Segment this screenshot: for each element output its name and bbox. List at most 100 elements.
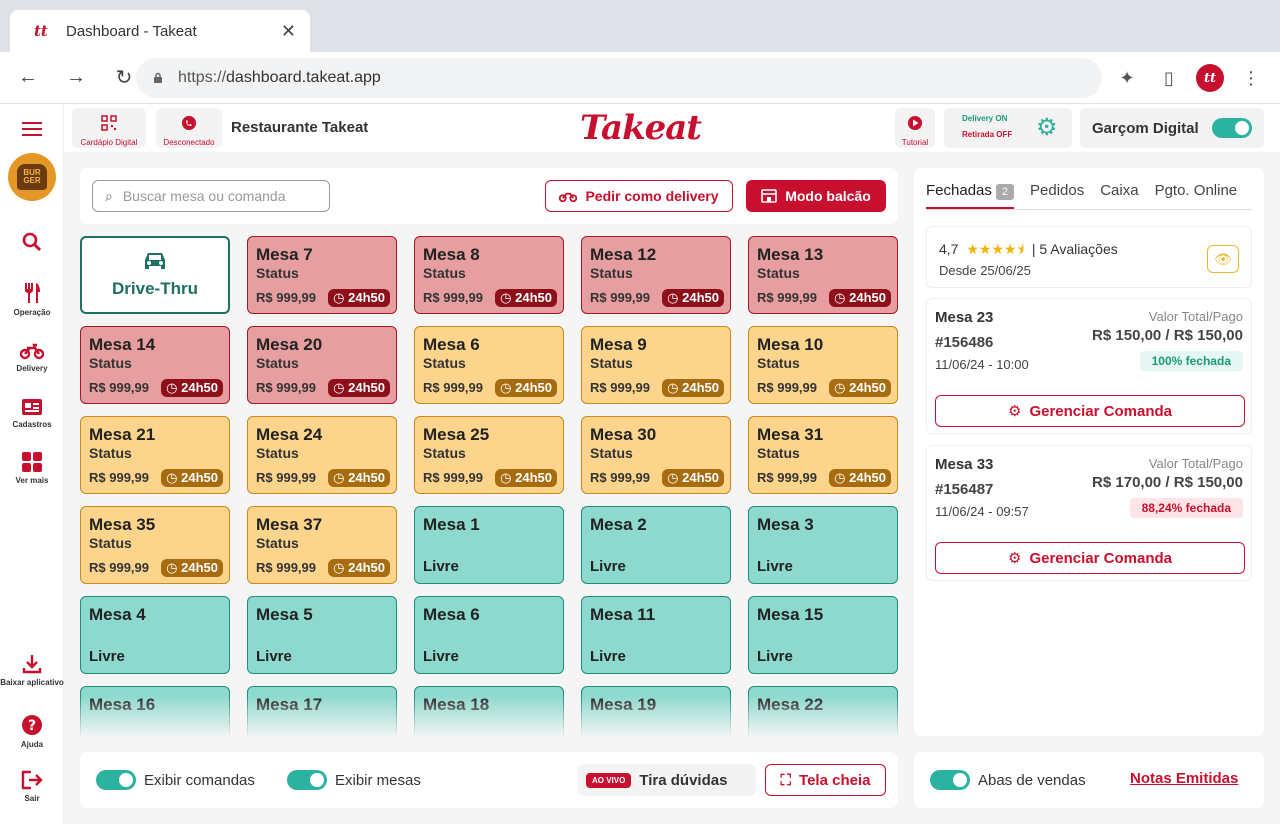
table-card[interactable]: Mesa 30 Status R$ 999,99 ◷ 24h50 (581, 416, 731, 494)
table-card[interactable]: Mesa 16Livre (80, 686, 230, 736)
table-card[interactable]: Mesa 2 Livre (581, 506, 731, 584)
table-card[interactable]: Mesa 7 Status R$ 999,99 ◷ 24h50 (247, 236, 397, 314)
table-price: R$ 999,99 (423, 380, 483, 395)
whatsapp-status-button[interactable]: Desconectado (156, 108, 222, 148)
rating-card: 4,7 ★★★★⯨ | 5 Avaliações Desde 25/06/25 … (926, 226, 1252, 288)
tables-grid: Drive-Thru Mesa 7 Status R$ 999,99 ◷ 24h50 M… (80, 236, 898, 736)
reload-icon[interactable]: ↻ (115, 67, 133, 89)
table-card[interactable]: Mesa 4 Livre (80, 596, 230, 674)
table-card[interactable]: Mesa 10 Status R$ 999,99 ◷ 24h50 (748, 326, 898, 404)
tutorial-button[interactable]: Tutorial (895, 108, 935, 148)
search-icon (22, 232, 42, 252)
table-name: Mesa 31 (757, 425, 824, 444)
svg-text:?: ? (28, 718, 36, 734)
reviews-count: | 5 Avaliações (1031, 241, 1118, 257)
table-name: Mesa 35 (89, 515, 156, 534)
table-card[interactable]: Mesa 24 Status R$ 999,99 ◷ 24h50 (247, 416, 397, 494)
modo-balcao-button[interactable]: Modo balcão (746, 180, 886, 212)
nav-ajuda[interactable]: ? Ajuda (0, 714, 64, 749)
table-card[interactable]: Mesa 22Livre (748, 686, 898, 736)
table-card[interactable]: Mesa 5 Livre (247, 596, 397, 674)
clock-icon: ◷ (667, 290, 683, 305)
nav-search[interactable] (0, 232, 64, 252)
table-free-label: Livre (590, 648, 626, 665)
hamburger-icon[interactable] (22, 122, 42, 136)
table-card[interactable]: Mesa 8 Status R$ 999,99 ◷ 24h50 (414, 236, 564, 314)
menu-kebab-icon[interactable]: ⋮ (1242, 67, 1260, 88)
tira-duvidas-button[interactable]: AO VIVO Tira dúvidas (578, 764, 756, 796)
download-icon (22, 655, 42, 674)
table-card[interactable]: Mesa 20 Status R$ 999,99 ◷ 24h50 (247, 326, 397, 404)
id-card-icon (22, 399, 42, 415)
tab-pedidos[interactable]: Pedidos (1030, 182, 1085, 199)
table-card[interactable]: Mesa 12 Status R$ 999,99 ◷ 24h50 (581, 236, 731, 314)
profile-avatar[interactable]: tt (1196, 64, 1224, 92)
table-price: R$ 999,99 (590, 470, 650, 485)
table-name: Mesa 19 (590, 695, 657, 714)
table-card[interactable]: Mesa 9 Status R$ 999,99 ◷ 24h50 (581, 326, 731, 404)
nav-sair[interactable]: Sair (0, 770, 64, 803)
table-card[interactable]: Mesa 21 Status R$ 999,99 ◷ 24h50 (80, 416, 230, 494)
exibir-mesas-toggle[interactable] (287, 770, 327, 790)
pedir-delivery-button[interactable]: Pedir como delivery (545, 180, 733, 212)
side-panel-icon[interactable]: ▯ (1164, 67, 1174, 88)
tela-cheia-button[interactable]: ⛶ Tela cheia (765, 764, 886, 796)
delivery-status[interactable]: Delivery ON Retirada OFF ⚙ (944, 108, 1072, 148)
table-card[interactable]: Mesa 14 Status R$ 999,99 ◷ 24h50 (80, 326, 230, 404)
table-card[interactable]: Mesa 6 Livre (414, 596, 564, 674)
tab-caixa[interactable]: Caixa (1100, 182, 1139, 199)
nav-operacao[interactable]: Operação (0, 282, 64, 317)
tira-duvidas-label: Tira dúvidas (639, 771, 728, 789)
table-timer: ◷ 24h50 (662, 289, 724, 307)
rating-since: Desde 25/06/25 (939, 263, 1031, 278)
gerenciar-comanda-button[interactable]: ⚙ Gerenciar Comanda (935, 542, 1245, 574)
nav-cadastros[interactable]: Cadastros (0, 398, 64, 429)
gear-icon: ⚙ (1007, 550, 1022, 567)
tutorial-label: Tutorial (901, 138, 929, 147)
table-card[interactable]: Mesa 1 Livre (414, 506, 564, 584)
table-card[interactable]: Mesa 13 Status R$ 999,99 ◷ 24h50 (748, 236, 898, 314)
drive-thru-card[interactable]: Drive-Thru (80, 236, 230, 314)
tab-fechadas[interactable]: Fechadas 2 (926, 182, 1014, 209)
nav-ver-mais[interactable]: Ver mais (0, 452, 64, 485)
order-date: 11/06/24 - 09:57 (935, 504, 1029, 519)
extensions-icon[interactable]: ✦ (1119, 67, 1135, 88)
eye-icon[interactable]: 👁 (1207, 245, 1239, 273)
abas-vendas-toggle[interactable] (930, 770, 970, 790)
table-price: R$ 999,99 (256, 470, 316, 485)
cardapio-digital-button[interactable]: Cardápio Digital (72, 108, 146, 148)
tab-pgto-online[interactable]: Pgto. Online (1154, 182, 1238, 199)
cardapio-label: Cardápio Digital (80, 138, 138, 147)
table-card[interactable]: Mesa 19Livre (581, 686, 731, 736)
address-bar[interactable]: https://dashboard.takeat.app (136, 58, 1102, 98)
back-icon[interactable]: ← (18, 66, 38, 88)
table-card[interactable]: Mesa 17Livre (247, 686, 397, 736)
search-input[interactable]: ⌕ Buscar mesa ou comanda (92, 180, 330, 212)
notas-emitidas-link[interactable]: Notas Emitidas (1130, 770, 1239, 787)
garcom-toggle[interactable] (1212, 118, 1252, 138)
nav-label: Sair (24, 794, 40, 803)
nav-baixar-app[interactable]: Baixar aplicativo (0, 654, 64, 687)
table-card[interactable]: Mesa 25 Status R$ 999,99 ◷ 24h50 (414, 416, 564, 494)
modo-balcao-label: Modo balcão (785, 188, 871, 204)
close-icon[interactable]: ✕ (280, 20, 296, 41)
table-card[interactable]: Mesa 18Livre (414, 686, 564, 736)
browser-tab[interactable]: tt Dashboard - Takeat ✕ (10, 10, 310, 52)
table-card[interactable]: Mesa 6 Status R$ 999,99 ◷ 24h50 (414, 326, 564, 404)
table-card[interactable]: Mesa 3 Livre (748, 506, 898, 584)
gerenciar-comanda-button[interactable]: ⚙ Gerenciar Comanda (935, 395, 1245, 427)
table-card[interactable]: Mesa 11 Livre (581, 596, 731, 674)
table-card[interactable]: Mesa 37 Status R$ 999,99 ◷ 24h50 (247, 506, 397, 584)
table-price: R$ 999,99 (256, 560, 316, 575)
table-name: Mesa 20 (256, 335, 323, 354)
table-card[interactable]: Mesa 31 Status R$ 999,99 ◷ 24h50 (748, 416, 898, 494)
table-name: Mesa 9 (590, 335, 647, 354)
motorcycle-icon (20, 343, 44, 360)
table-card[interactable]: Mesa 15 Livre (748, 596, 898, 674)
forward-icon[interactable]: → (66, 66, 86, 88)
table-card[interactable]: Mesa 35 Status R$ 999,99 ◷ 24h50 (80, 506, 230, 584)
gear-icon[interactable]: ⚙ (1036, 114, 1058, 141)
drive-thru-label: Drive-Thru (112, 279, 198, 298)
nav-delivery[interactable]: Delivery (0, 342, 64, 373)
exibir-comandas-toggle[interactable] (96, 770, 136, 790)
